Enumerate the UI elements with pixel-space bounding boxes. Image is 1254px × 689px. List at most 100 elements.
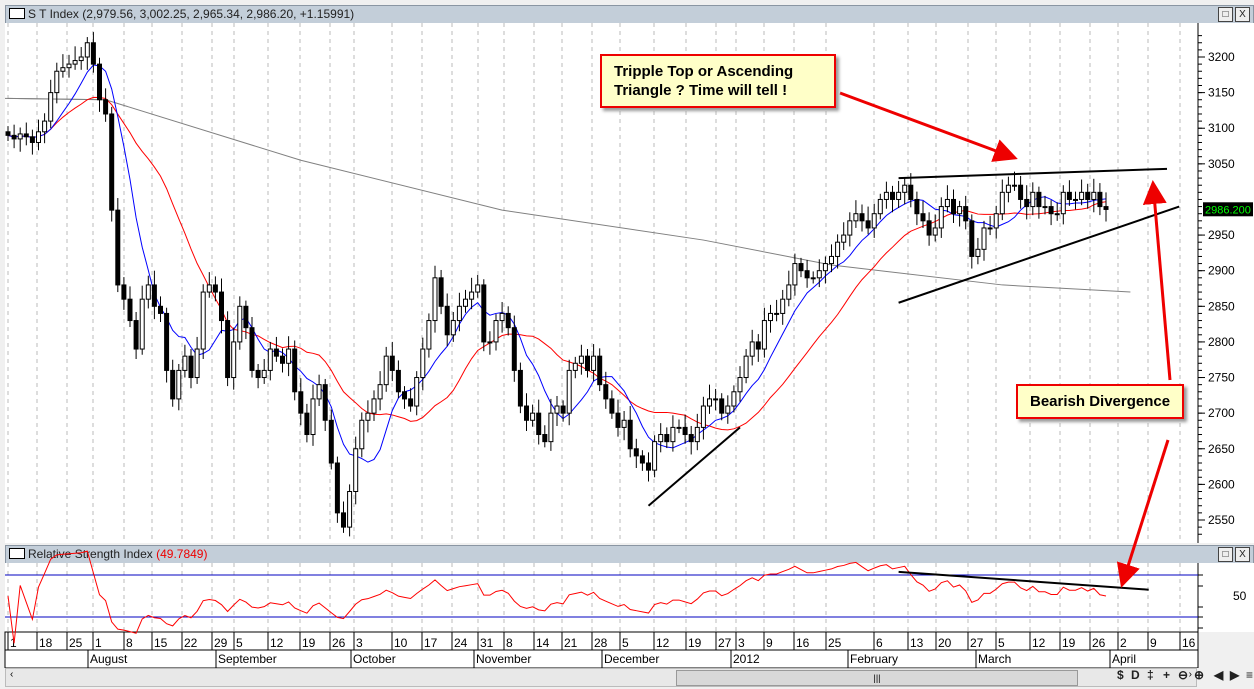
d-icon[interactable]: D xyxy=(1131,668,1140,682)
candle-up xyxy=(286,348,292,364)
day-tick-label: 14 xyxy=(536,636,550,650)
candle-up xyxy=(54,70,60,94)
scrollbar-thumb[interactable]: ||| xyxy=(676,670,1078,686)
candle-up xyxy=(700,405,706,428)
candle-down xyxy=(127,298,133,322)
candle-up xyxy=(78,56,84,62)
candle-up xyxy=(847,220,853,236)
candle-up xyxy=(749,341,755,357)
candle-down xyxy=(444,305,450,336)
zoom-in-icon[interactable]: ⊕ xyxy=(1194,668,1205,682)
candle-up xyxy=(725,405,731,414)
candle-down xyxy=(115,209,121,286)
candle-up xyxy=(902,184,908,193)
candle-down xyxy=(1103,206,1109,210)
candle-down xyxy=(158,305,163,314)
candle-up xyxy=(365,412,371,421)
scroll-right-icon[interactable]: ▶ xyxy=(1230,668,1240,682)
dollar-icon[interactable]: $ xyxy=(1117,668,1124,682)
day-tick-label: 15 xyxy=(154,636,168,650)
candle-down xyxy=(1018,184,1024,200)
candle-down xyxy=(511,327,517,371)
rsi-title: Relative Strength Index xyxy=(28,547,153,561)
annotation-arrow xyxy=(1116,439,1170,588)
zoom-out-icon[interactable]: ⊖ xyxy=(1178,668,1189,682)
day-tick-label: 12 xyxy=(1032,636,1046,650)
candle-up xyxy=(261,369,267,379)
candle-up xyxy=(48,92,54,122)
day-tick-label: 5 xyxy=(998,636,1005,650)
candle-down xyxy=(542,434,548,443)
candle-up xyxy=(475,284,481,293)
price-chart[interactable]: 1 18 25 1 8 15 22 29 5 12 19 26 3 10 17 24 31 8 14 21 28 5 12 1… xyxy=(0,0,1254,668)
candle-up xyxy=(1005,184,1011,193)
last-price-badge xyxy=(1203,202,1253,217)
rsi-axis-label: 50 xyxy=(1233,589,1247,603)
candle-up xyxy=(999,191,1005,215)
candle-up xyxy=(426,320,432,350)
y-tick-label: 2950 xyxy=(1208,228,1235,242)
candle-up xyxy=(84,42,90,58)
candle-up xyxy=(469,291,475,300)
candle-up xyxy=(835,241,841,257)
day-tick-label: 1 xyxy=(10,636,17,650)
vertical-zoom-icon[interactable]: ‡ xyxy=(1147,668,1154,682)
candle-down xyxy=(212,284,218,293)
restore-button[interactable]: □ xyxy=(1218,547,1233,562)
day-tick-label: 13 xyxy=(910,636,924,650)
candle-up xyxy=(975,248,981,257)
candle-down xyxy=(639,455,645,464)
candle-down xyxy=(798,263,804,272)
menu-icon[interactable]: ≡ xyxy=(1246,668,1254,682)
day-tick-label: 17 xyxy=(424,636,438,650)
candle-down xyxy=(402,391,407,400)
annotation-bearish-divergence: Bearish Divergence xyxy=(1016,384,1185,419)
candle-up xyxy=(530,412,536,421)
candle-down xyxy=(859,213,865,222)
rsi-panel-header: Relative Strength Index (49.7849) □ X xyxy=(5,545,1254,564)
day-tick-label: 10 xyxy=(394,636,408,650)
candle-down xyxy=(914,198,920,215)
candle-down xyxy=(609,398,615,414)
rsi-trendline xyxy=(898,570,1149,591)
candle-down xyxy=(615,412,621,428)
close-button[interactable]: X xyxy=(1235,547,1250,562)
day-tick-label: 2 xyxy=(1120,636,1127,650)
candle-down xyxy=(627,419,633,450)
candle-up xyxy=(359,419,365,450)
candle-down xyxy=(1097,191,1103,208)
candle-up xyxy=(792,263,798,286)
candle-up xyxy=(42,120,48,133)
scroll-left-icon[interactable]: ◀ xyxy=(1214,668,1224,682)
horizontal-scrollbar[interactable]: ‹ ||| › xyxy=(5,668,1197,687)
day-tick-label: 27 xyxy=(970,636,984,650)
candle-down xyxy=(603,384,609,400)
candle-down xyxy=(585,355,590,371)
candle-down xyxy=(255,369,261,379)
candle-up xyxy=(432,277,438,322)
candle-up xyxy=(896,191,902,200)
candle-up xyxy=(463,298,468,307)
candle-up xyxy=(1054,213,1060,216)
candle-down xyxy=(920,213,926,222)
candle-up xyxy=(578,355,584,364)
day-tick-label: 19 xyxy=(302,636,316,650)
candle-up xyxy=(17,133,23,140)
y-tick-label: 3150 xyxy=(1208,86,1235,100)
restore-button[interactable]: □ xyxy=(1218,7,1233,22)
crosshair-icon[interactable]: + xyxy=(1163,668,1171,682)
candle-down xyxy=(755,341,761,350)
month-tick-label: March xyxy=(978,652,1011,666)
candle-down xyxy=(341,512,346,528)
candle-down xyxy=(188,355,194,379)
candle-up xyxy=(36,131,41,143)
day-tick-label: 22 xyxy=(184,636,198,650)
panel-title: S T Index xyxy=(28,7,79,21)
day-tick-label: 1 xyxy=(95,636,102,650)
candle-down xyxy=(1085,191,1091,200)
close-button[interactable]: X xyxy=(1235,7,1250,22)
day-tick-label: 26 xyxy=(332,636,346,650)
candle-down xyxy=(298,391,304,414)
day-tick-label: 26 xyxy=(1092,636,1106,650)
panel-icon xyxy=(9,548,25,559)
